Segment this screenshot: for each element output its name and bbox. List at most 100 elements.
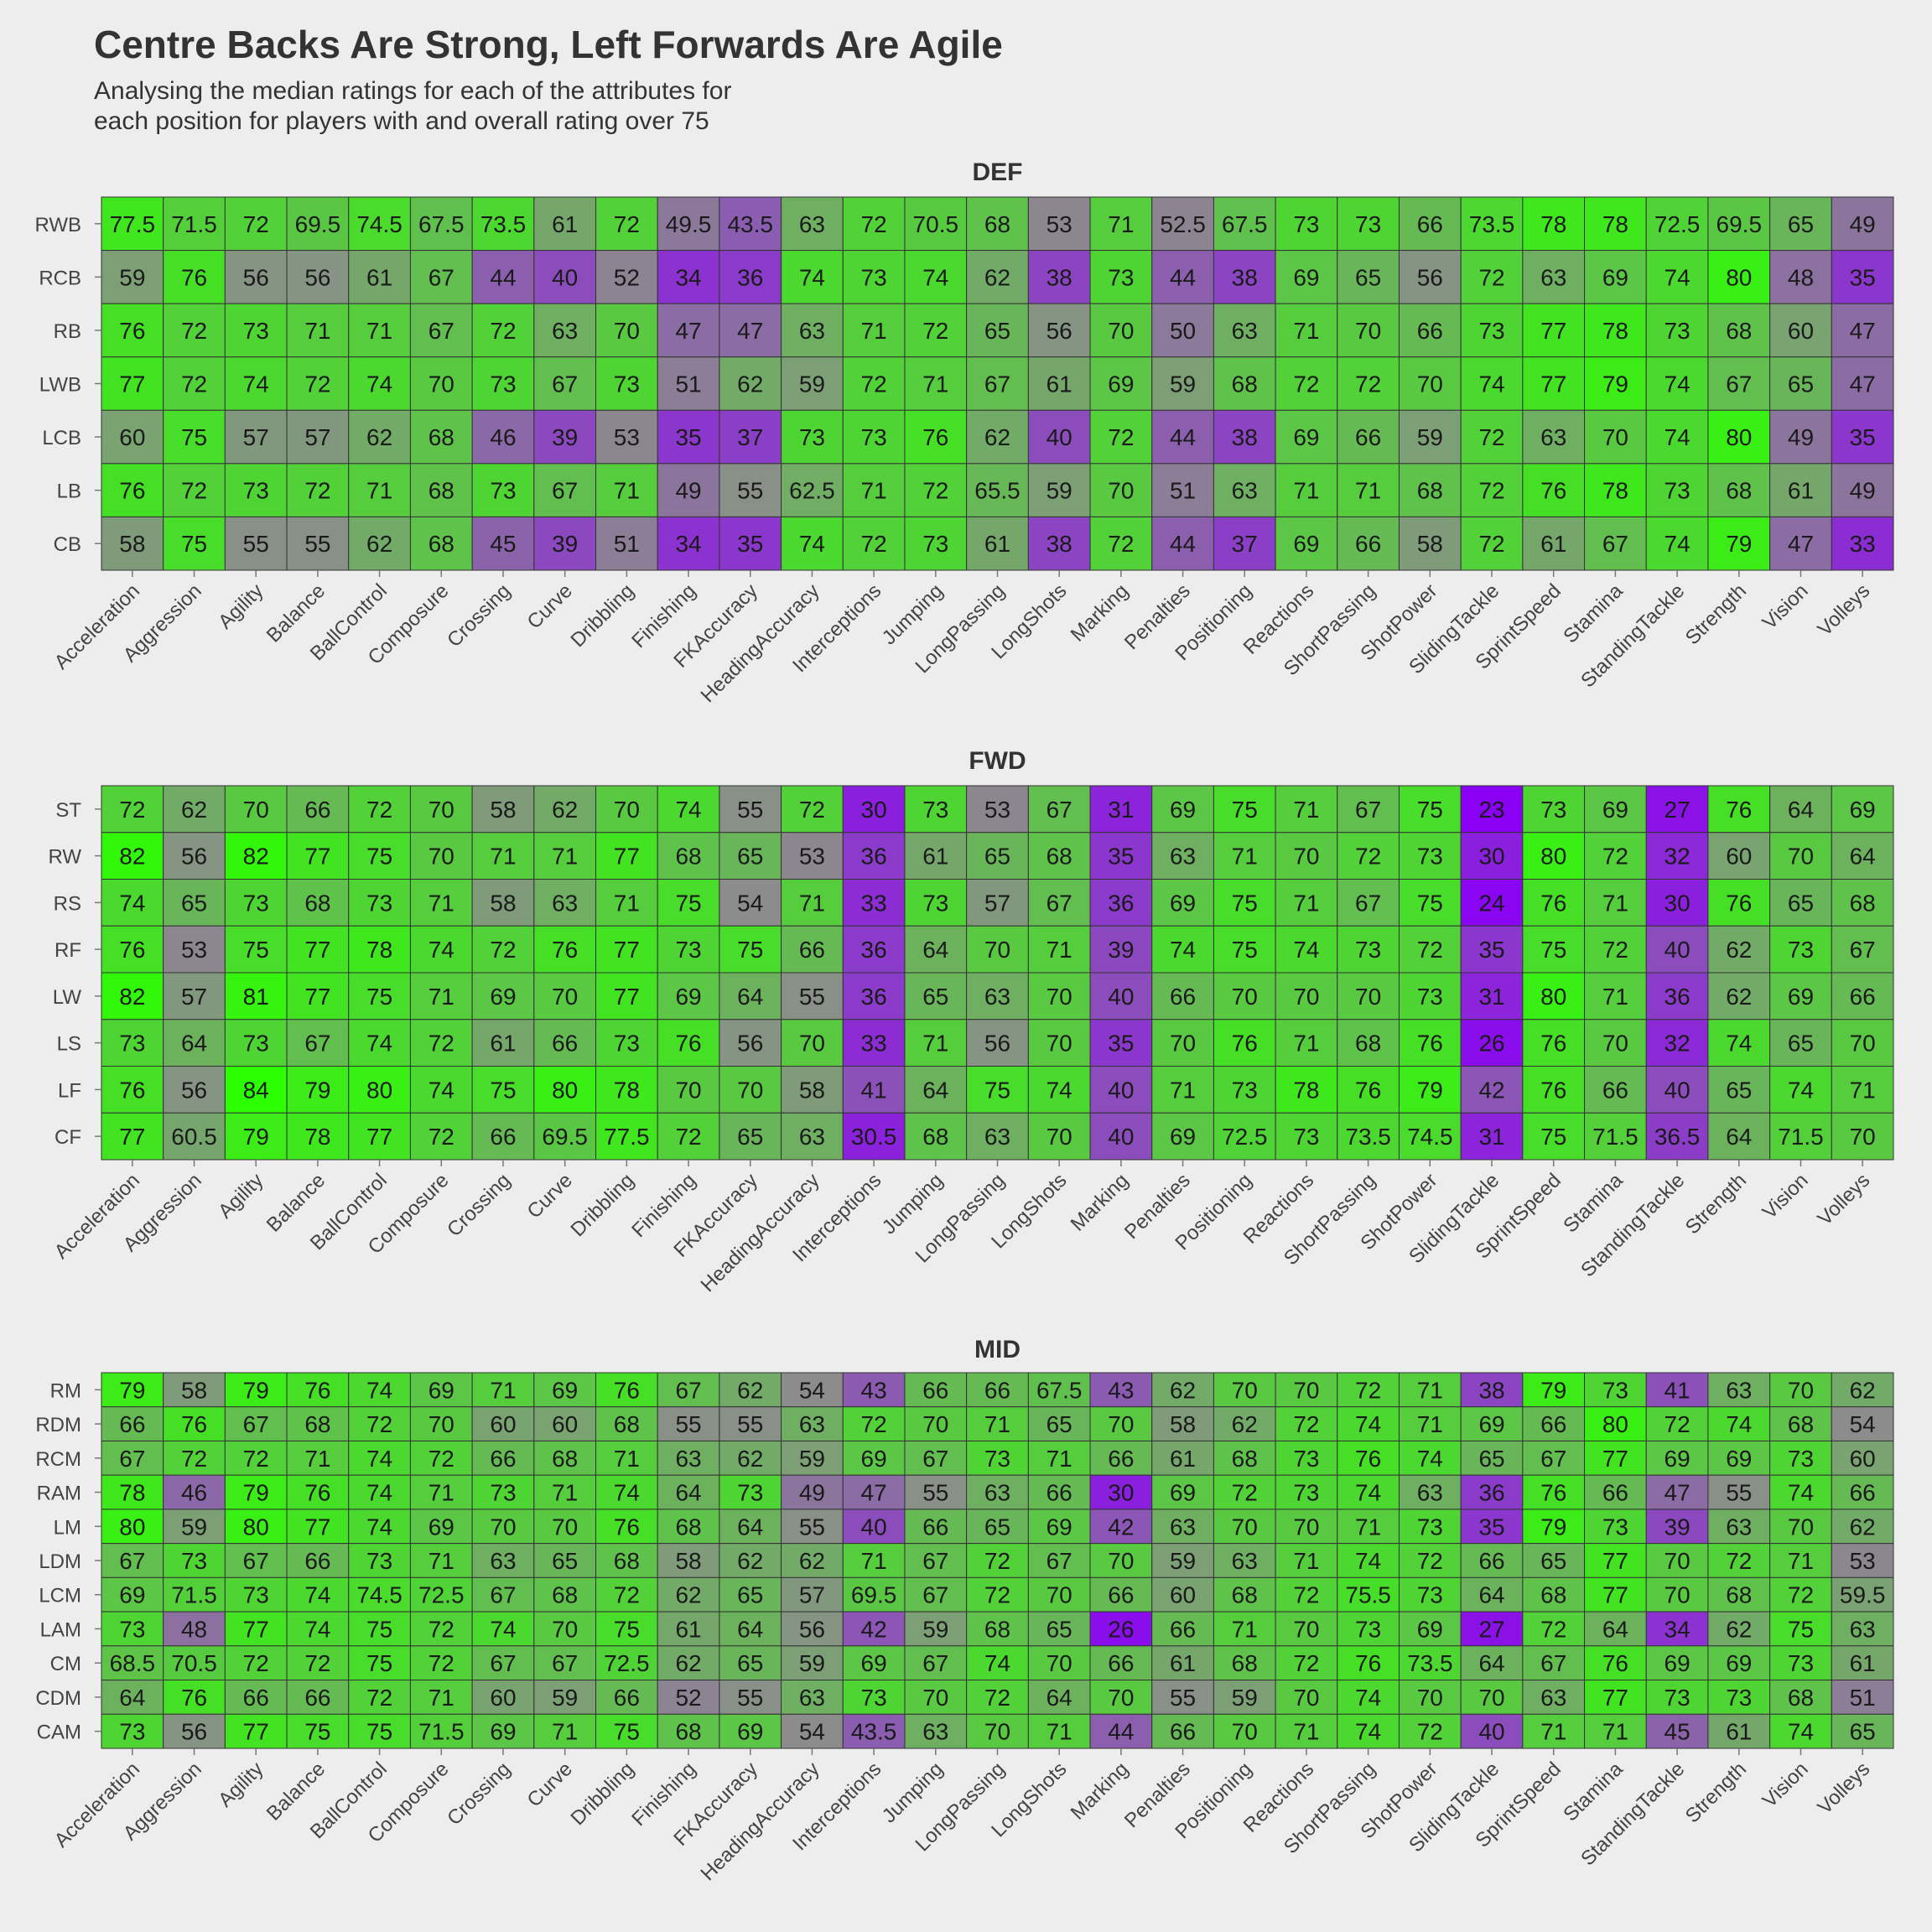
heatmap-cell [1645, 303, 1709, 358]
cell-value-label: 38 [1478, 1377, 1504, 1403]
cell-value-label: 72 [1478, 531, 1504, 557]
heatmap-cell [1027, 972, 1091, 1021]
cell-value-label: 71 [1293, 797, 1319, 823]
cell-value-label: 75 [181, 424, 207, 450]
heatmap-cell [1522, 879, 1586, 927]
cell-value-label: 72 [366, 1411, 392, 1437]
heatmap-cell [1522, 1543, 1586, 1578]
cell-value-label: 62 [737, 371, 763, 397]
heatmap-cell [1522, 1576, 1586, 1613]
cell-value-label: 76 [1355, 1650, 1381, 1676]
cell-value-label: 73 [1293, 1124, 1319, 1150]
cell-value-label: 70 [1850, 1124, 1876, 1150]
heatmap-cell [1645, 785, 1709, 834]
heatmap-cell [1337, 1066, 1400, 1114]
heatmap-cell [842, 1112, 906, 1161]
heatmap-cell [904, 1406, 968, 1441]
cell-value-label: 36 [861, 984, 887, 1010]
cell-value-label: 77 [243, 1719, 269, 1745]
heatmap-cell [1213, 1509, 1276, 1545]
x-tick-label: Crossing [443, 579, 515, 652]
cell-value-label: 67 [243, 1548, 269, 1574]
cell-value-label: 73 [922, 531, 948, 557]
heatmap-cell [163, 1645, 226, 1681]
heatmap-cell [1707, 1713, 1771, 1749]
heatmap-cell [533, 832, 597, 880]
heatmap-cell [595, 516, 658, 571]
heatmap-cell [1522, 1474, 1586, 1510]
heatmap-cell [781, 879, 844, 927]
cell-value-label: 63 [1170, 1514, 1196, 1540]
cell-value-label: 69 [1293, 424, 1319, 450]
cell-value-label: 82 [119, 844, 145, 870]
cell-value-label: 64 [119, 1685, 145, 1711]
cell-value-label: 77 [119, 1124, 145, 1150]
heatmap-cell [904, 1509, 968, 1545]
heatmap-cell [781, 1066, 844, 1114]
heatmap-cell [1831, 196, 1894, 252]
cell-value-label: 67 [490, 1650, 516, 1676]
heatmap-cell [286, 409, 350, 465]
cell-value-label: 72 [1540, 1616, 1566, 1642]
cell-value-label: 71 [428, 1685, 454, 1711]
cell-value-label: 80 [119, 1514, 145, 1540]
cell-value-label: 59 [1170, 371, 1196, 397]
cell-value-label: 36 [1108, 890, 1134, 916]
heatmap-cell [286, 1406, 350, 1441]
cell-value-label: 74 [304, 1616, 330, 1642]
cell-value-label: 38 [1232, 424, 1258, 450]
x-tick-label: Curve [523, 1758, 577, 1811]
heatmap-cell [595, 303, 658, 358]
cell-value-label: 71 [552, 1719, 578, 1745]
x-tick-label: Dribbling [567, 1169, 639, 1241]
heatmap-cell [1831, 1645, 1894, 1681]
heatmap-cell [781, 785, 844, 834]
heatmap-cell [1769, 303, 1832, 358]
cell-value-label: 63 [552, 890, 578, 916]
cell-value-label: 75 [490, 1077, 516, 1103]
heatmap-cell [966, 1576, 1029, 1613]
cell-value-label: 68 [614, 1411, 640, 1437]
heatmap-cell [409, 1112, 473, 1161]
cell-value-label: 79 [243, 1377, 269, 1403]
heatmap-cell [657, 1713, 720, 1749]
cell-value-label: 74 [366, 1514, 392, 1540]
cell-value-label: 54 [799, 1719, 825, 1745]
cell-value-label: 69 [119, 1582, 145, 1608]
cell-value-label: 74 [1355, 1411, 1381, 1437]
heatmap-cell [1089, 1112, 1153, 1161]
cell-value-label: 39 [552, 424, 578, 450]
heatmap-cell [1151, 1713, 1214, 1749]
cell-value-label: 74 [675, 797, 701, 823]
cell-value-label: 71 [1232, 844, 1258, 870]
cell-value-label: 60 [1850, 1446, 1876, 1472]
heatmap-cell [1027, 250, 1091, 304]
cell-value-label: 70 [1293, 1616, 1319, 1642]
cell-value-label: 73 [1788, 1650, 1814, 1676]
cell-value-label: 73 [119, 1719, 145, 1745]
heatmap-cell [904, 463, 968, 517]
cell-value-label: 69 [861, 1446, 887, 1472]
y-tick-label: LF [58, 1079, 81, 1102]
cell-value-label: 24 [1478, 890, 1504, 916]
cell-value-label: 77 [304, 937, 330, 963]
cell-value-label: 68 [552, 1446, 578, 1472]
cell-value-label: 34 [1665, 1616, 1690, 1642]
heatmap-cell [781, 972, 844, 1021]
heatmap-cell [1584, 832, 1647, 880]
cell-value-label: 73 [675, 937, 701, 963]
cell-value-label: 77 [1602, 1685, 1628, 1711]
heatmap-cell [1213, 356, 1276, 411]
heatmap-cell [966, 1372, 1029, 1408]
panel-title: FWD [969, 747, 1026, 775]
heatmap-cell [471, 1576, 535, 1613]
heatmap-cell [163, 1543, 226, 1578]
heatmap-cell [657, 972, 720, 1021]
cell-value-label: 76 [552, 937, 578, 963]
heatmap-cell [1831, 832, 1894, 880]
heatmap-cell [409, 1680, 473, 1715]
cell-value-label: 59 [181, 1514, 207, 1540]
x-tick-label: Dribbling [567, 579, 639, 652]
heatmap-cell [657, 356, 720, 411]
heatmap-cell [348, 1440, 411, 1476]
